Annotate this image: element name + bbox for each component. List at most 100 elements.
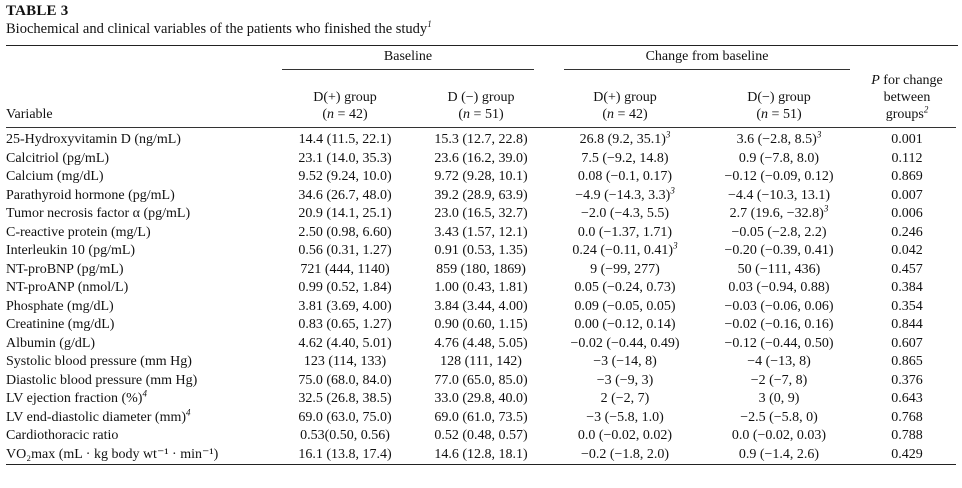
cell-change-dminus: −0.12 (−0.44, 0.50) (724, 335, 834, 351)
cell-baseline-dplus: 721 (444, 1140) (300, 261, 390, 277)
cell-baseline-dminus: 9.72 (9.28, 10.1) (434, 169, 528, 184)
caption-footnote: 1 (427, 19, 432, 30)
cell-variable: NT-proANP (nmol/L) (6, 280, 129, 295)
cell-p-value: 0.865 (891, 354, 923, 369)
col-change-dplus: D(+) group (n = 42) (550, 72, 700, 128)
cell-p-value: 0.384 (891, 280, 923, 295)
cell-baseline-dminus: 0.90 (0.60, 1.15) (434, 317, 528, 332)
cell-p-value: 0.869 (891, 169, 923, 184)
cell-p-value: 0.112 (891, 150, 923, 166)
cell-baseline-dplus: 0.56 (0.31, 1.27) (298, 243, 392, 258)
table-row: C-reactive protein (mg/L) 2.50 (0.98, 6.6… (6, 224, 956, 243)
cell-p-value: 0.042 (891, 243, 923, 258)
cell-change-dplus: 2 (−2, 7) (600, 391, 650, 406)
cell-baseline-dminus: 0.91 (0.53, 1.35) (434, 243, 528, 258)
cell-change-dplus: 0.0 (−0.02, 0.02) (577, 428, 673, 443)
cell-baseline-dminus: 4.76 (4.48, 5.05) (434, 335, 528, 351)
cell-baseline-dplus: 4.62 (4.40, 5.01) (298, 335, 392, 351)
cell-change-dplus: −3 (−5.8, 1.0) (586, 409, 664, 425)
cell-baseline-dplus: 0.53(0.50, 0.56) (300, 428, 390, 443)
col-baseline-dplus-label: D(+) group (313, 90, 377, 105)
cell-p-value: 0.001 (891, 132, 923, 147)
table-row: Tumor necrosis factor α (pg/mL) 20.9 (14.… (6, 203, 956, 224)
cell-change-dminus: −0.20 (−0.39, 0.41) (724, 243, 834, 258)
cell-change-dminus: 0.0 (−0.02, 0.03) (731, 428, 827, 443)
cell-change-dplus: 0.05 (−0.24, 0.73) (574, 280, 676, 295)
cell-baseline-dminus: 77.0 (65.0, 85.0) (434, 372, 528, 388)
cell-variable: Parathyroid hormone (pg/mL) (6, 187, 175, 203)
cell-baseline-dplus: 75.0 (68.0, 84.0) (298, 372, 392, 388)
group-header-row: Baseline Change from baseline (6, 46, 956, 72)
col-change-dplus-label: D(+) group (593, 90, 657, 105)
cell-variable: LV end-diastolic diameter (mm)4 (6, 406, 191, 425)
top-rule (6, 45, 958, 46)
table-row: Calcitriol (pg/mL) 23.1 (14.0, 35.3) 23.6 … (6, 150, 956, 169)
cell-baseline-dplus: 23.1 (14.0, 35.3) (298, 150, 392, 166)
cell-change-dminus: 0.9 (−7.8, 8.0) (738, 150, 820, 166)
cell-baseline-dplus: 69.0 (63.0, 75.0) (298, 409, 392, 425)
group-baseline: Baseline (278, 46, 550, 72)
cell-p-value: 0.607 (891, 335, 923, 351)
cell-p-value: 0.007 (891, 187, 923, 203)
cell-p-value: 0.354 (891, 298, 923, 314)
cell-baseline-dplus: 32.5 (26.8, 38.5) (298, 391, 392, 406)
cell-variable: Calcitriol (pg/mL) (6, 150, 110, 166)
cell-p-value: 0.643 (891, 391, 923, 406)
cell-variable: Tumor necrosis factor α (pg/mL) (6, 206, 191, 221)
group-spacer-p (858, 46, 956, 72)
cell-change-dplus: 0.00 (−0.12, 0.14) (574, 317, 676, 332)
table-wrapper: TABLE 3 Biochemical and clinical variabl… (6, 2, 958, 465)
cell-p-value: 0.844 (891, 317, 923, 332)
table-row: VO₂max (mL · kg body wt⁻¹ · min⁻¹) 16.1 (… (6, 445, 956, 465)
table-caption: Biochemical and clinical variables of th… (6, 20, 958, 38)
cell-change-dminus: 0.9 (−1.4, 2.6) (700, 445, 858, 465)
col-baseline-dplus-n: (n = 42) (322, 107, 368, 122)
table-row: Calcium (mg/dL) 9.52 (9.24, 10.0) 9.72 (9.… (6, 168, 956, 187)
table-row: Interleukin 10 (pg/mL) 0.56 (0.31, 1.27) 0… (6, 240, 956, 261)
cell-change-dplus: −3 (−14, 8) (593, 354, 657, 369)
table-row: Albumin (g/dL) 4.62 (4.40, 5.01) 4.76 (4.4… (6, 335, 956, 354)
cell-baseline-dminus: 14.6 (12.8, 18.1) (412, 445, 550, 465)
col-p-line1: P for change (871, 73, 943, 88)
table-row: Parathyroid hormone (pg/mL) 34.6 (26.7, 4… (6, 185, 956, 206)
group-baseline-label: Baseline (282, 49, 534, 70)
cell-variable: NT-proBNP (pg/mL) (6, 261, 124, 277)
col-p-value: P for change between groups2 (858, 72, 956, 128)
cell-change-dplus: 0.08 (−0.1, 0.17) (577, 169, 673, 184)
cell-change-dminus: 2.7 (19.6, −32.8)3 (729, 203, 829, 221)
cell-p-value: 0.376 (891, 372, 923, 388)
cell-baseline-dminus: 3.84 (3.44, 4.00) (434, 298, 528, 314)
col-change-dminus: D(−) group (n = 51) (700, 72, 858, 128)
cell-change-dplus: −2.0 (−4.3, 5.5) (580, 206, 670, 221)
cell-baseline-dminus: 15.3 (12.7, 22.8) (434, 132, 528, 147)
cell-p-value: 0.006 (891, 206, 923, 221)
table-row: Phosphate (mg/dL) 3.81 (3.69, 4.00) 3.84 (… (6, 298, 956, 317)
table-row: NT-proBNP (pg/mL) 721 (444, 1140) 859 (180… (6, 261, 956, 280)
cell-change-dplus: 9 (−99, 277) (590, 261, 660, 277)
col-baseline-dminus-n: (n = 51) (458, 107, 504, 122)
cell-change-dminus: −2 (−7, 8) (750, 372, 808, 388)
cell-change-dminus: 0.03 (−0.94, 0.88) (728, 280, 830, 295)
cell-baseline-dminus: 23.6 (16.2, 39.0) (434, 150, 528, 166)
cell-baseline-dminus: 3.43 (1.57, 12.1) (434, 224, 528, 240)
cell-change-dminus: −0.03 (−0.06, 0.06) (724, 298, 834, 314)
cell-change-dplus: 0.24 (−0.11, 0.41)3 (572, 240, 678, 258)
cell-variable: Phosphate (mg/dL) (6, 298, 114, 314)
cell-variable: LV ejection fraction (%)4 (6, 388, 147, 406)
cell-baseline-dplus: 2.50 (0.98, 6.60) (298, 224, 392, 240)
cell-variable: Creatinine (mg/dL) (6, 317, 115, 332)
cell-baseline-dminus: 0.52 (0.48, 0.57) (434, 428, 528, 443)
cell-change-dplus: 0.0 (−1.37, 1.71) (577, 224, 673, 240)
cell-p-value: 0.788 (891, 428, 923, 443)
cell-variable: Diastolic blood pressure (mm Hg) (6, 372, 198, 388)
group-change: Change from baseline (550, 46, 858, 72)
cell-change-dminus: −4 (−13, 8) (747, 354, 811, 369)
cell-variable: VO₂max (mL · kg body wt⁻¹ · min⁻¹) (6, 445, 278, 465)
cell-variable: C-reactive protein (mg/L) (6, 224, 151, 240)
cell-baseline-dminus: 1.00 (0.43, 1.81) (434, 280, 528, 295)
table-row: Cardiothoracic ratio 0.53(0.50, 0.56) 0.52… (6, 427, 956, 446)
cell-baseline-dminus: 23.0 (16.5, 32.7) (434, 206, 528, 221)
col-variable: Variable (6, 72, 278, 128)
col-baseline-dminus-label: D (−) group (447, 90, 515, 105)
table-row: Diastolic blood pressure (mm Hg) 75.0 (68… (6, 372, 956, 391)
